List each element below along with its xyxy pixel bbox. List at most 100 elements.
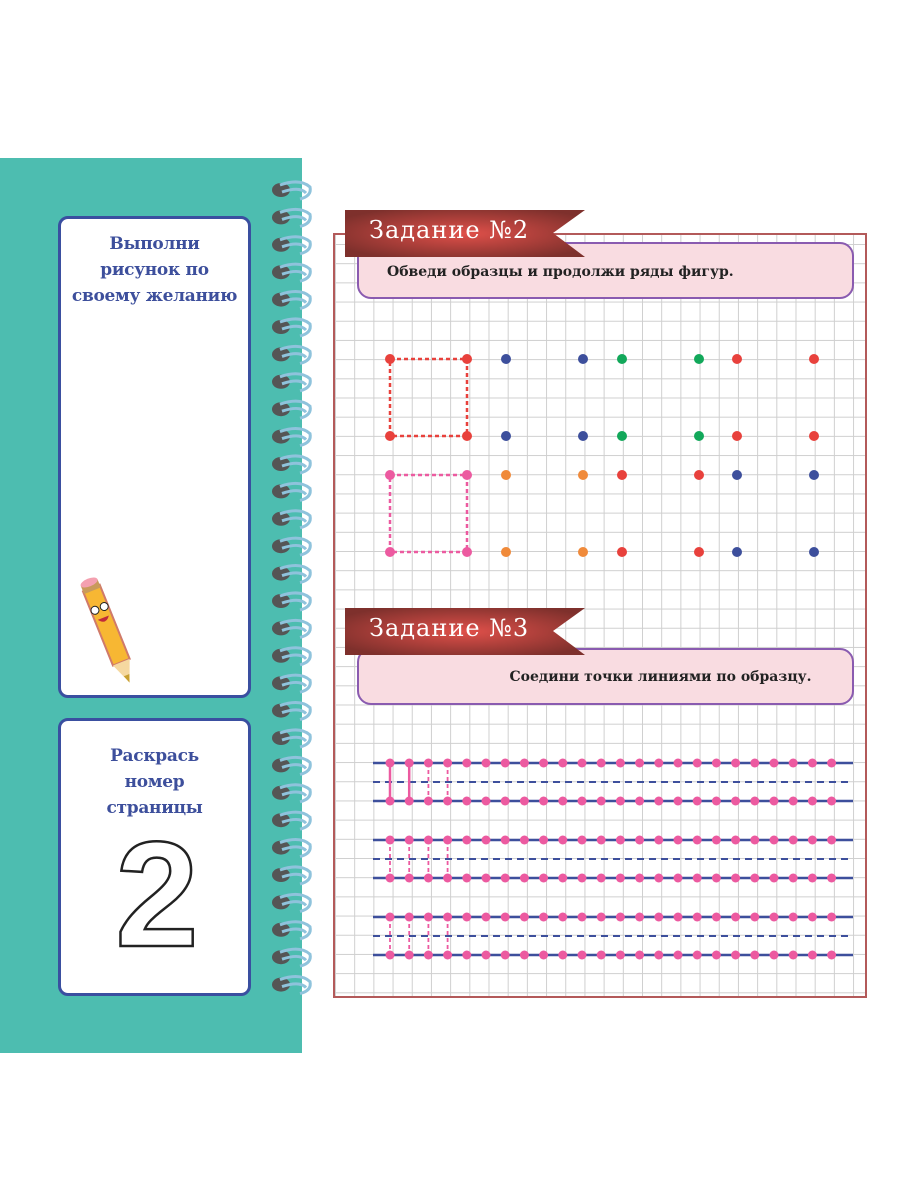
spiral-ring (279, 399, 312, 420)
connect-dot (519, 912, 529, 922)
connect-dot (673, 912, 683, 922)
spiral-hole (272, 320, 290, 334)
page-number-outline[interactable]: 2 (61, 721, 254, 999)
connect-dot (404, 758, 414, 768)
connect-dot (711, 873, 721, 883)
connect-dot (385, 796, 395, 806)
connect-dot (788, 835, 798, 845)
connect-dot (481, 796, 491, 806)
spiral-ring (279, 701, 312, 722)
dot-blue (732, 547, 742, 557)
connect-dot (423, 873, 433, 883)
connect-dot (731, 758, 741, 768)
connect-dot (615, 835, 625, 845)
spiral-ring (279, 372, 312, 393)
dot-red (809, 431, 819, 441)
spiral-hole (272, 511, 290, 526)
connect-dot (519, 873, 529, 883)
connect-dot (500, 873, 510, 883)
connect-dot (615, 796, 625, 806)
connect-dot (692, 950, 702, 960)
connect-dot (423, 796, 433, 806)
connect-dot (692, 835, 702, 845)
connect-dot (635, 873, 645, 883)
connect-dot (596, 835, 606, 845)
spiral-hole (272, 868, 290, 882)
connect-dot (481, 950, 491, 960)
connect-dot (769, 950, 779, 960)
connect-dot (635, 758, 645, 768)
connect-dot (615, 873, 625, 883)
connect-dot (654, 835, 664, 845)
dot-green (694, 431, 704, 441)
connect-dot (481, 873, 491, 883)
connect-dot (385, 912, 395, 922)
dot-blue (732, 470, 742, 480)
spiral-hole (272, 594, 290, 608)
spiral-ring (279, 838, 312, 859)
connect-dot (500, 912, 510, 922)
spiral-hole (272, 429, 290, 444)
connect-dot (807, 758, 817, 768)
spiral-hole (272, 785, 290, 800)
dot-orange (501, 470, 511, 480)
dot-red (617, 547, 627, 557)
spiral-ring (279, 317, 312, 338)
connect-dot (635, 912, 645, 922)
spiral-hole (272, 265, 290, 280)
spiral-hole (272, 813, 290, 828)
spiral-hole (272, 566, 290, 581)
spiral-hole (272, 676, 290, 691)
connect-dot (788, 758, 798, 768)
connect-dot (404, 950, 414, 960)
connect-dot (423, 758, 433, 768)
spiral-ring (279, 509, 312, 530)
connect-dot (481, 758, 491, 768)
free-drawing-box: Выполни рисунок по своему желанию (58, 216, 251, 698)
connect-dot (404, 835, 414, 845)
connect-dot (558, 873, 568, 883)
dot-blue (809, 547, 819, 557)
svg-text:2: 2 (115, 810, 198, 978)
dot-red (385, 431, 395, 441)
spiral-ring (279, 564, 312, 585)
dot-pink (385, 547, 395, 557)
connect-dot (404, 873, 414, 883)
spiral-ring (279, 646, 312, 667)
connect-dot (788, 796, 798, 806)
dot-red (694, 547, 704, 557)
connect-dot (750, 873, 760, 883)
spiral-hole (272, 183, 290, 197)
task3-banner: Задание №3 (345, 608, 585, 655)
dot-orange (578, 470, 588, 480)
connect-dot (654, 912, 664, 922)
connect-dot (788, 950, 798, 960)
connect-dot (654, 796, 664, 806)
connect-dot (423, 950, 433, 960)
connect-dot (539, 950, 549, 960)
connect-dot (711, 796, 721, 806)
dot-orange (578, 547, 588, 557)
dot-pink (462, 470, 472, 480)
connect-dot (481, 835, 491, 845)
spiral-ring (279, 892, 312, 913)
spiral-ring (279, 235, 312, 256)
connect-dot (385, 950, 395, 960)
spiral-hole (272, 922, 290, 937)
connect-dot (673, 796, 683, 806)
connect-dot (827, 758, 837, 768)
connect-dot (750, 796, 760, 806)
connect-dot (596, 758, 606, 768)
spiral-ring (279, 947, 312, 968)
connect-dot (596, 873, 606, 883)
connect-dot (673, 758, 683, 768)
connect-dot (385, 758, 395, 768)
dot-red (462, 354, 472, 364)
dot-blue (809, 470, 819, 480)
connect-dot (827, 835, 837, 845)
connect-dot (385, 873, 395, 883)
spiral-hole (272, 484, 290, 499)
connect-dot (577, 796, 587, 806)
dot-blue (578, 431, 588, 441)
page-number-title: Раскрась номер страницы (106, 746, 203, 818)
